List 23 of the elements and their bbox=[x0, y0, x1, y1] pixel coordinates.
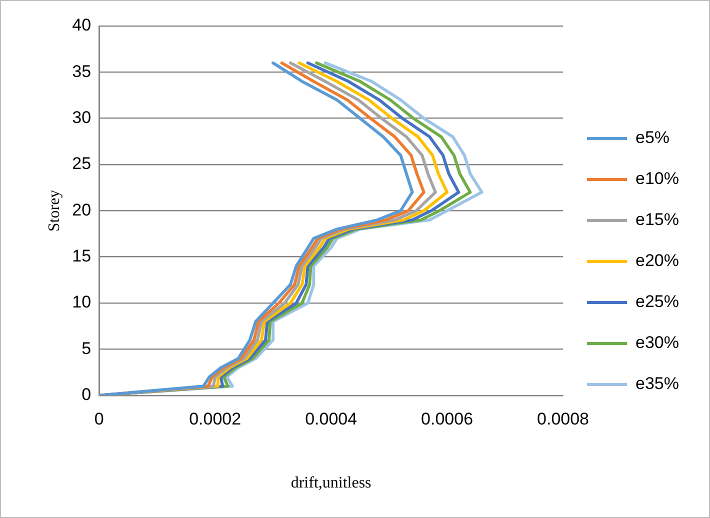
y-axis-title: Storey bbox=[46, 190, 63, 232]
x-tick-label: 0.0008 bbox=[537, 409, 590, 428]
y-tick-label: 25 bbox=[72, 154, 92, 174]
y-tick-label: 35 bbox=[72, 62, 92, 81]
y-tick-label: 5 bbox=[82, 338, 92, 358]
x-tick-label: 0.0002 bbox=[189, 409, 242, 428]
legend-label: e20% bbox=[636, 251, 680, 270]
x-tick-label: 0.0004 bbox=[305, 409, 358, 428]
legend-label: e30% bbox=[636, 333, 680, 352]
y-tick-label: 30 bbox=[72, 108, 92, 128]
y-tick-label: 15 bbox=[72, 246, 92, 266]
legend-label: e5% bbox=[636, 128, 670, 148]
x-tick-label: 0.0006 bbox=[421, 409, 474, 428]
legend-label: e10% bbox=[636, 169, 680, 188]
y-tick-label: 10 bbox=[72, 292, 92, 312]
x-tick-label: 0 bbox=[94, 409, 104, 428]
legend-label: e15% bbox=[636, 210, 680, 230]
legend-label: e35% bbox=[636, 374, 680, 394]
y-tick-label: 20 bbox=[72, 200, 92, 220]
legend-label: e25% bbox=[636, 292, 680, 312]
x-axis-title: drift,unitless bbox=[290, 474, 372, 492]
y-tick-label: 0 bbox=[82, 385, 92, 404]
y-tick-label: 40 bbox=[72, 16, 92, 35]
